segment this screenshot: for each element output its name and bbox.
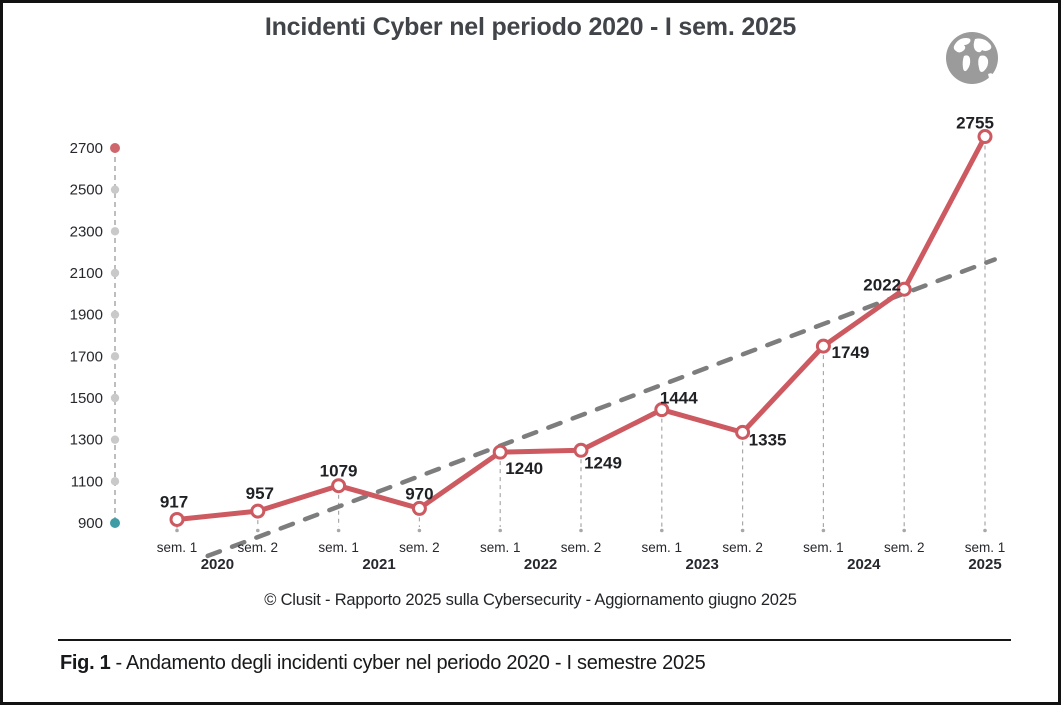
y-tick-label: 2300 — [70, 223, 103, 240]
globe-land-eurasia — [973, 38, 992, 53]
data-point — [654, 402, 670, 418]
data-point — [169, 511, 185, 527]
point-guide-end-dot — [660, 528, 664, 533]
point-guide-end-dot — [821, 528, 826, 533]
y-axis-tick-dot — [110, 310, 120, 319]
data-point — [331, 478, 347, 494]
x-tick-label: sem. 1 — [642, 540, 683, 555]
x-year-label: 2021 — [362, 556, 395, 573]
globe-land-australia — [988, 73, 993, 79]
point-guide-end-dot — [256, 528, 260, 533]
y-axis-tick-dot — [110, 393, 120, 403]
data-point — [573, 442, 589, 458]
x-year-label: 2025 — [968, 556, 1001, 573]
x-tick-label: sem. 2 — [722, 540, 763, 555]
y-axis-tick-dot — [110, 435, 120, 444]
y-tick-label: 1300 — [70, 432, 103, 449]
data-point-label: 1444 — [660, 389, 698, 408]
x-tick-label: sem. 2 — [561, 540, 602, 555]
x-tick-label: sem. 1 — [480, 540, 521, 555]
data-point — [492, 444, 508, 460]
figure-caption-text: - Andamento degli incidenti cyber nel pe… — [115, 652, 706, 674]
data-point-label: 1079 — [320, 462, 358, 481]
y-tick-label: 1500 — [70, 390, 103, 407]
point-guide-end-dot — [498, 528, 503, 533]
point-guide-end-dot — [740, 528, 745, 533]
x-year-label: 2022 — [524, 556, 557, 573]
x-tick-label: sem. 2 — [238, 540, 279, 555]
point-guide-end-dot — [983, 528, 987, 533]
y-axis-tick-dot — [110, 185, 120, 194]
source-note: © Clusit - Rapporto 2025 sulla Cybersecu… — [264, 591, 797, 609]
y-axis-tick-dot — [110, 227, 120, 236]
data-point-label: 2755 — [956, 114, 994, 133]
data-point-label: 1240 — [505, 459, 543, 478]
incidents-line-chart: 900 1100 1300 1500 1700 1900 2100 2300 2500 2700 9… — [70, 114, 1006, 573]
x-tick-label: sem. 1 — [318, 540, 359, 555]
globe-land-africa — [978, 55, 989, 72]
x-year-label: 2020 — [201, 556, 234, 573]
data-point — [411, 500, 427, 516]
data-point-label: 1249 — [584, 453, 622, 472]
y-tick-label: 2100 — [70, 265, 103, 282]
point-guide-end-dot — [336, 528, 341, 533]
data-point — [250, 503, 266, 519]
globe-land-north-america — [953, 38, 971, 53]
y-tick-label: 2500 — [70, 182, 103, 199]
x-tick-label: sem. 2 — [884, 540, 925, 555]
data-point-label: 1335 — [749, 430, 787, 449]
figure-caption: Fig. 1- Andamento degli incidenti cyber … — [60, 652, 706, 675]
x-year-label: 2024 — [847, 556, 881, 573]
y-axis-tick-dot — [110, 268, 120, 278]
data-point — [735, 424, 751, 440]
data-point — [977, 129, 993, 145]
x-tick-label: sem. 1 — [157, 540, 198, 555]
y-tick-label: 1700 — [70, 348, 103, 365]
y-axis-min-dot — [110, 518, 120, 528]
x-tick-label: sem. 2 — [399, 540, 440, 555]
data-point-label: 970 — [405, 484, 433, 503]
data-point-label: 1749 — [831, 343, 869, 362]
point-guide-end-dot — [902, 528, 906, 533]
x-tick-label: sem. 1 — [803, 540, 844, 555]
data-point — [815, 338, 831, 354]
trend-line — [205, 257, 997, 559]
caption-divider — [58, 639, 1011, 641]
data-point-label: 957 — [246, 484, 274, 503]
data-point — [896, 281, 912, 297]
point-guide-end-dot — [175, 528, 179, 533]
y-tick-label: 900 — [78, 515, 103, 532]
figure-caption-label: Fig. 1 — [60, 652, 111, 674]
globe-land-south-america — [962, 55, 971, 72]
y-axis-tick-dot — [110, 352, 120, 361]
y-axis-max-dot — [110, 143, 120, 154]
y-tick-label: 1900 — [70, 307, 103, 324]
x-year-label: 2023 — [686, 556, 719, 573]
y-axis-tick-dot — [110, 477, 120, 486]
point-guide-end-dot — [579, 528, 583, 533]
data-point-label: 2022 — [863, 275, 901, 294]
chart-title: Incidenti Cyber nel periodo 2020 - I sem… — [264, 13, 797, 41]
y-tick-label: 2700 — [70, 140, 103, 157]
point-guide-end-dot — [417, 528, 422, 533]
globe-icon — [944, 30, 1000, 86]
globe-icon-svg — [946, 32, 998, 84]
data-point-label: 917 — [160, 492, 188, 511]
x-tick-label: sem. 1 — [965, 540, 1006, 555]
y-tick-label: 1100 — [71, 473, 103, 490]
